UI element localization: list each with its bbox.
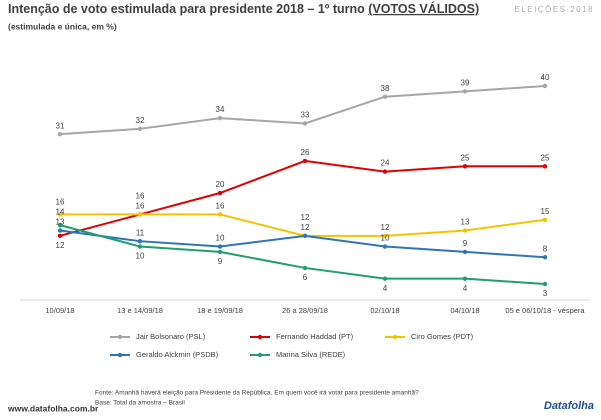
chart-title: Intenção de voto estimulada para preside… bbox=[8, 1, 479, 16]
point bbox=[57, 228, 63, 233]
value-label: 13 bbox=[461, 218, 470, 227]
legend-swatch-dot bbox=[117, 352, 123, 358]
point bbox=[57, 212, 63, 217]
point bbox=[302, 265, 308, 271]
legend-swatch-dot bbox=[257, 334, 263, 340]
legend-swatch-dot bbox=[257, 352, 263, 358]
point bbox=[382, 233, 388, 239]
website: www.datafolha.com.br bbox=[7, 403, 99, 413]
value-label: 9 bbox=[218, 257, 223, 266]
point bbox=[302, 158, 308, 164]
value-label: 40 bbox=[541, 73, 550, 82]
value-label: 12 bbox=[301, 223, 310, 232]
plot: 10/09/18 13 e 14/09/18 18 e 19/09/18 26 a 2… bbox=[45, 73, 585, 359]
footnote: Fonte: Amanhã haverá eleição para Presid… bbox=[95, 390, 419, 397]
point bbox=[542, 281, 548, 287]
point bbox=[217, 249, 223, 255]
value-label: 12 bbox=[381, 223, 390, 232]
point bbox=[137, 238, 143, 244]
point bbox=[57, 233, 63, 239]
value-label: 9 bbox=[463, 239, 468, 248]
value-label: 16 bbox=[136, 202, 145, 211]
value-label: 31 bbox=[56, 121, 65, 130]
value-label: 3 bbox=[543, 289, 548, 298]
point bbox=[542, 164, 548, 169]
point bbox=[302, 233, 308, 239]
point bbox=[57, 131, 63, 137]
point bbox=[382, 276, 388, 281]
value-label: 33 bbox=[301, 111, 310, 120]
legend-swatch-dot bbox=[117, 334, 123, 340]
point bbox=[137, 212, 143, 217]
point bbox=[302, 121, 308, 126]
value-label: 25 bbox=[541, 153, 550, 162]
x-tick-label: 02/10/18 bbox=[370, 306, 399, 315]
x-tick-label: 10/09/18 bbox=[45, 306, 74, 315]
point bbox=[57, 222, 63, 228]
value-label: 10 bbox=[216, 234, 225, 243]
legend-label: Marina Silva (REDE) bbox=[276, 350, 346, 359]
x-tick-label: 04/10/18 bbox=[450, 306, 479, 315]
value-label: 12 bbox=[56, 241, 65, 250]
point bbox=[217, 212, 223, 217]
value-label: 20 bbox=[216, 180, 225, 189]
value-label: 10 bbox=[136, 252, 145, 261]
value-label: 15 bbox=[541, 207, 550, 216]
point bbox=[217, 244, 223, 249]
value-label: 11 bbox=[136, 228, 145, 237]
x-tick-label: 13 e 14/09/18 bbox=[117, 306, 163, 315]
legend-label: Fernando Haddad (PT) bbox=[276, 332, 354, 341]
value-label: 12 bbox=[301, 213, 310, 222]
point bbox=[542, 83, 548, 89]
value-label: 24 bbox=[381, 159, 390, 168]
logo: Datafolha bbox=[544, 400, 594, 412]
point bbox=[217, 115, 223, 121]
value-label: 10 bbox=[381, 234, 390, 243]
point bbox=[382, 169, 388, 174]
value-label: 16 bbox=[216, 202, 225, 211]
value-label: 8 bbox=[543, 244, 548, 253]
point bbox=[217, 190, 223, 196]
value-label: 14 bbox=[56, 208, 65, 217]
value-label: 6 bbox=[303, 273, 308, 282]
point bbox=[137, 244, 143, 249]
point bbox=[382, 94, 388, 99]
point bbox=[462, 276, 468, 281]
point bbox=[462, 228, 468, 233]
value-label: 39 bbox=[461, 78, 470, 87]
base-note: Base: Total da amostra – Brasil bbox=[95, 400, 185, 407]
point bbox=[462, 249, 468, 255]
value-label: 4 bbox=[463, 284, 468, 293]
legend-swatch-dot bbox=[392, 334, 398, 340]
legend-label: Geraldo Alckmin (PSDB) bbox=[136, 350, 219, 359]
value-label: 25 bbox=[461, 153, 470, 162]
value-label: 34 bbox=[216, 105, 225, 114]
value-label: 4 bbox=[383, 284, 388, 293]
x-tick-label: 05 e 06/10/18 - véspera bbox=[505, 306, 585, 315]
x-tick-label: 26 a 28/09/18 bbox=[282, 306, 328, 315]
point bbox=[542, 255, 548, 260]
x-tick-label: 18 e 19/09/18 bbox=[197, 306, 243, 315]
legend-label: Jair Bolsonaro (PSL) bbox=[136, 332, 206, 341]
title-main: Intenção de voto estimulada para preside… bbox=[8, 2, 365, 16]
value-label: 13 bbox=[56, 218, 65, 227]
point bbox=[137, 126, 143, 132]
subtitle: (estimulada e única, em %) bbox=[8, 21, 117, 31]
point bbox=[382, 244, 388, 249]
value-label: 38 bbox=[381, 84, 390, 93]
point bbox=[542, 217, 548, 222]
value-label: 16 bbox=[56, 198, 65, 207]
title-emphasis: (VOTOS VÁLIDOS) bbox=[368, 1, 479, 16]
point bbox=[462, 164, 468, 169]
value-label: 16 bbox=[136, 192, 145, 201]
brand-top: ELEIÇÕES 2018 bbox=[514, 5, 594, 14]
point bbox=[462, 89, 468, 94]
legend-label: Ciro Gomes (PDT) bbox=[411, 332, 474, 341]
value-label: 32 bbox=[136, 116, 145, 125]
value-label: 26 bbox=[301, 148, 310, 157]
